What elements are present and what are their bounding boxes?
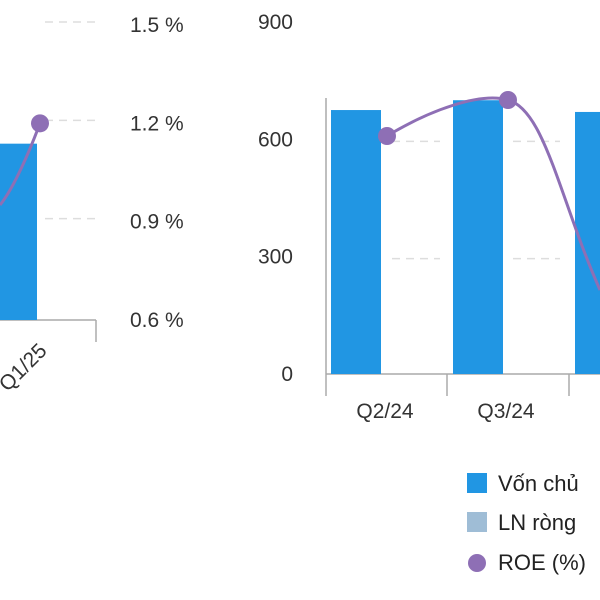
legend-label-ln: LN ròng — [498, 510, 576, 535]
bars — [0, 100, 600, 375]
legend: Vốn chủ LN ròng ROE (%) — [467, 471, 586, 575]
legend-label-von: Vốn chủ — [498, 471, 579, 496]
y2-tick-label-2: 0.9 % — [130, 211, 184, 234]
grid-lines — [45, 21, 560, 260]
bar-von-2 — [575, 111, 600, 374]
legend-item-von[interactable]: Vốn chủ — [467, 471, 579, 496]
roe-point-b-1 — [499, 91, 517, 109]
legend-swatch-von — [467, 473, 487, 493]
roe-point-q1-25 — [31, 114, 49, 133]
legend-item-roe[interactable]: ROE (%) — [468, 550, 586, 575]
y-tick-label-b-0: 900 — [258, 11, 293, 34]
x-tick-label-b-0: Q2/24 — [356, 400, 414, 423]
bar-von-q1-25 — [0, 143, 37, 320]
y-tick-label-b-1: 600 — [258, 128, 293, 151]
y-tick-label-b-3: 0 — [281, 363, 293, 386]
y2-tick-label-0: 1.5 % — [130, 14, 184, 37]
legend-label-roe: ROE (%) — [498, 550, 586, 575]
tick-labels: 1.5 % 1.2 % 0.9 % 0.6 % Q1/25 900 600 300 0 Q2/24… — [0, 11, 535, 423]
y-tick-label-b-2: 300 — [258, 246, 293, 269]
roe-lines — [0, 91, 600, 291]
roe-point-b-0 — [378, 127, 396, 145]
y2-tick-label-1: 1.2 % — [130, 112, 184, 135]
x-tick-label-q1-25: Q1/25 — [0, 339, 52, 396]
bar-von-1 — [453, 100, 503, 374]
bar-von-0 — [331, 110, 381, 375]
axes — [0, 98, 600, 396]
x-tick-label-b-1: Q3/24 — [477, 400, 535, 423]
legend-marker-roe — [468, 554, 486, 572]
legend-swatch-ln — [467, 512, 487, 532]
y2-tick-label-3: 0.6 % — [130, 309, 184, 332]
legend-item-ln[interactable]: LN ròng — [467, 510, 576, 535]
